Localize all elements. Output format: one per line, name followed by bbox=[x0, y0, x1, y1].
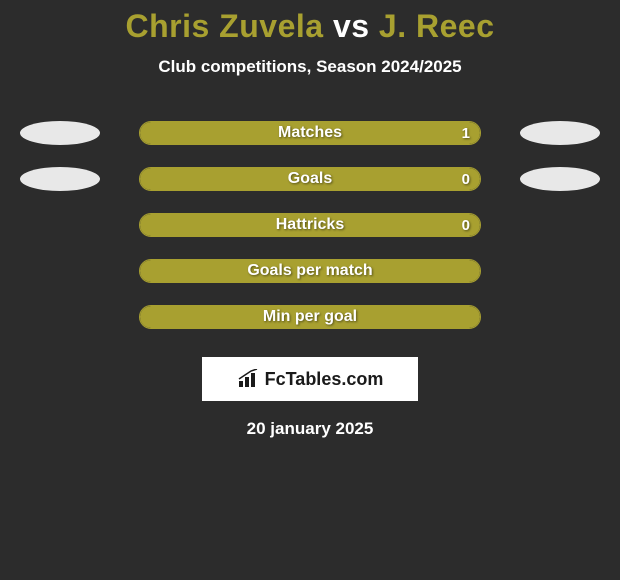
stat-value: 0 bbox=[462, 214, 470, 236]
player1-ellipse bbox=[20, 121, 100, 145]
player1-name: Chris Zuvela bbox=[125, 8, 323, 44]
logo-box: FcTables.com bbox=[202, 357, 418, 401]
stat-bar: Min per goal bbox=[139, 305, 481, 329]
stat-label: Goals per match bbox=[140, 260, 480, 282]
page-title: Chris Zuvela vs J. Reec bbox=[0, 8, 620, 45]
player2-ellipse bbox=[520, 167, 600, 191]
stat-value: 1 bbox=[462, 122, 470, 144]
stat-row: Matches1 bbox=[0, 121, 620, 145]
player1-ellipse bbox=[20, 167, 100, 191]
stat-bar: Goals per match bbox=[139, 259, 481, 283]
stat-row: Goals0 bbox=[0, 167, 620, 191]
stat-row: Min per goal bbox=[0, 305, 620, 329]
stat-label: Goals bbox=[140, 168, 480, 190]
player2-ellipse bbox=[520, 121, 600, 145]
stat-label: Min per goal bbox=[140, 306, 480, 328]
stat-value: 0 bbox=[462, 168, 470, 190]
comparison-card: Chris Zuvela vs J. Reec Club competition… bbox=[0, 0, 620, 439]
stat-row: Hattricks0 bbox=[0, 213, 620, 237]
stat-row: Goals per match bbox=[0, 259, 620, 283]
vs-text: vs bbox=[333, 8, 370, 44]
stat-label: Matches bbox=[140, 122, 480, 144]
stat-label: Hattricks bbox=[140, 214, 480, 236]
stats-rows: Matches1Goals0Hattricks0Goals per matchM… bbox=[0, 121, 620, 329]
logo: FcTables.com bbox=[237, 369, 384, 390]
subtitle: Club competitions, Season 2024/2025 bbox=[0, 57, 620, 77]
player2-name: J. Reec bbox=[379, 8, 495, 44]
stat-bar: Matches1 bbox=[139, 121, 481, 145]
date-text: 20 january 2025 bbox=[0, 419, 620, 439]
logo-chart-icon bbox=[237, 369, 261, 389]
logo-text: FcTables.com bbox=[265, 369, 384, 390]
stat-bar: Goals0 bbox=[139, 167, 481, 191]
stat-bar: Hattricks0 bbox=[139, 213, 481, 237]
